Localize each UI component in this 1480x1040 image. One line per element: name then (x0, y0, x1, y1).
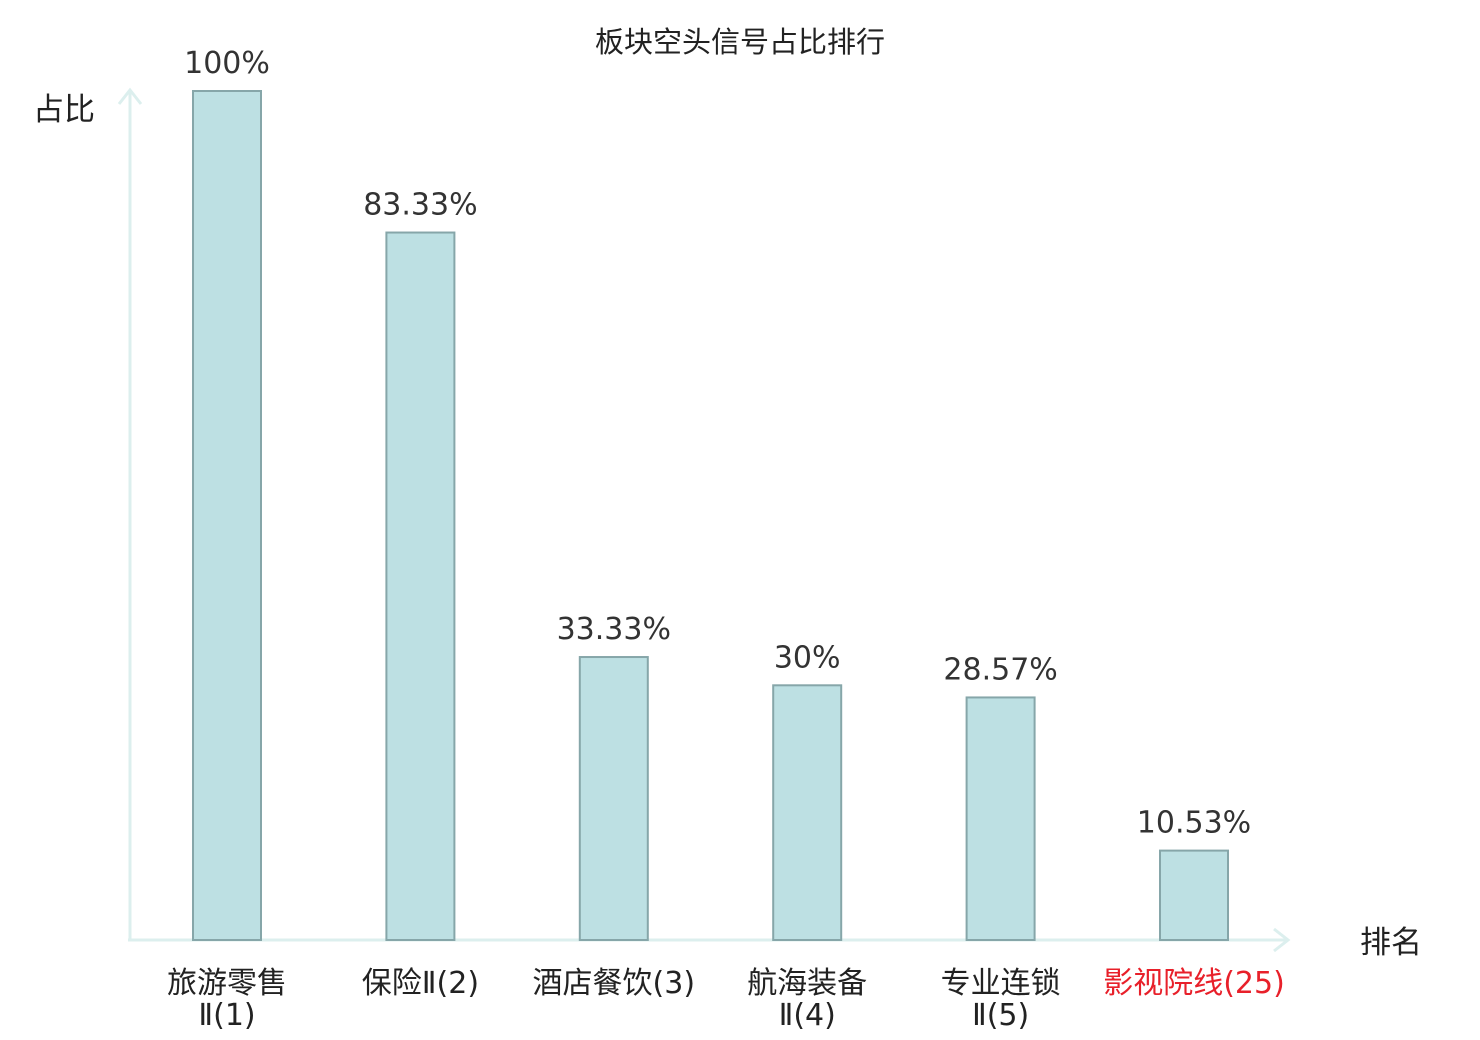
x-axis-label: 排名 (1360, 925, 1422, 961)
bar-value-label: 10.53% (1137, 806, 1251, 841)
bar-value-label: 28.57% (943, 652, 1057, 687)
category-label: 专业连锁 (941, 966, 1061, 1001)
x-axis-arrow (1273, 927, 1291, 953)
category-label: 航海装备 (747, 966, 867, 1001)
bar (1159, 849, 1229, 941)
y-axis-label: 占比 (33, 92, 95, 128)
category-label: 旅游零售 (167, 966, 287, 1001)
bar-value-label: 100% (184, 46, 270, 81)
bar-series (192, 90, 1229, 942)
category-label: 影视院线(25) (1103, 966, 1285, 1001)
y-axis-arrow (117, 87, 143, 105)
category-label: 保险Ⅱ(2) (362, 966, 479, 1001)
category-label-line2: Ⅱ(1) (198, 998, 255, 1033)
chart-title: 板块空头信号占比排行 (595, 25, 885, 59)
bar (192, 90, 262, 941)
bar-value-label: 33.33% (557, 612, 671, 647)
bar (385, 231, 456, 941)
bar (772, 684, 843, 941)
category-label: 酒店餐饮(3) (533, 966, 696, 1001)
data-labels: 100% 83.33% 33.33% 30% 28.57% 10.53% (184, 46, 1251, 841)
bar-value-label: 30% (774, 640, 841, 675)
bar (578, 656, 649, 942)
category-label-line2: Ⅱ(5) (972, 998, 1029, 1033)
category-label-line2: Ⅱ(4) (779, 998, 836, 1033)
bar (965, 696, 1036, 941)
bar-value-label: 83.33% (363, 188, 477, 223)
